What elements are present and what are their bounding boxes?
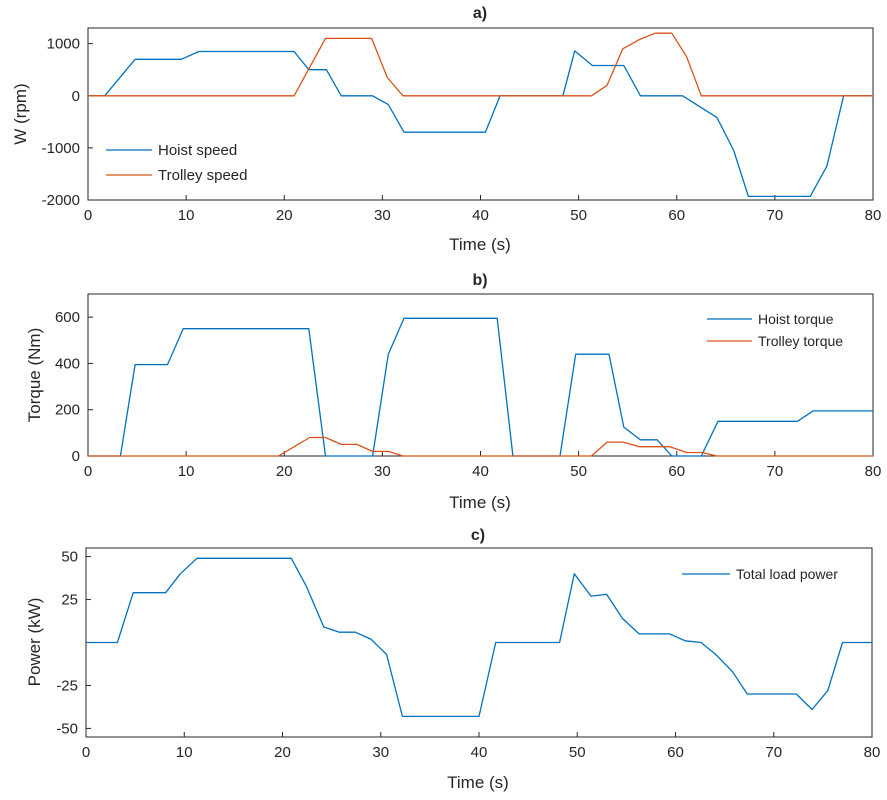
panel-c-series <box>86 557 872 718</box>
panel-b-ylabel: Torque (Nm) <box>25 328 44 422</box>
panel-b-xlabel: Time (s) <box>449 493 511 512</box>
panel-c-title: c) <box>471 527 485 544</box>
panel-c-ylabel: Power (kW) <box>25 598 44 687</box>
panel-a-ticks: 0 10 20 30 40 50 60 70 80 -2000 -1000 0 1000 <box>42 36 882 224</box>
panel-a: a) 0 10 20 30 40 50 60 70 80 -2000 -1000 0 1000 Time… <box>11 5 881 254</box>
panel-a-xtick-label: 30 <box>374 207 391 224</box>
legend-label-trolley-speed: Trolley speed <box>158 167 248 184</box>
panel-a-xtick-label: 10 <box>178 207 195 224</box>
panel-c-xtick-label: 40 <box>471 744 488 761</box>
panel-c-xtick-label: 60 <box>667 744 684 761</box>
panel-c-series-total-load-power <box>86 557 872 718</box>
legend-label-trolley-torque: Trolley torque <box>758 333 843 349</box>
panel-a-title: a) <box>473 5 487 22</box>
panel-b-xtick-label: 50 <box>570 463 587 480</box>
panel-b-xtick-label: 70 <box>767 463 784 480</box>
panel-b-xtick-label: 20 <box>276 463 293 480</box>
panel-b-xtick-label: 40 <box>472 463 489 480</box>
panel-a-xtick-label: 60 <box>668 207 685 224</box>
panel-c-ytick-label: -50 <box>56 720 78 737</box>
panel-b-xtick-label: 0 <box>84 463 92 480</box>
panel-c-ytick-label: -25 <box>56 677 78 694</box>
panel-b-series-hoist-torque <box>88 317 873 457</box>
panel-a-xtick-label: 70 <box>767 207 784 224</box>
panel-c-xlabel: Time (s) <box>447 773 509 792</box>
panel-b-xtick-label: 60 <box>668 463 685 480</box>
panel-b-series-trolley-torque <box>88 436 873 457</box>
panel-c-xtick-label: 0 <box>82 744 90 761</box>
panel-a-ytick-label: -1000 <box>42 140 80 157</box>
panel-b-legend: Hoist torque Trolley torque <box>707 311 843 349</box>
panel-b-xtick-label: 80 <box>865 463 882 480</box>
panel-b-ytick-label: 400 <box>55 355 80 372</box>
panel-b-ticks: 0 10 20 30 40 50 60 70 80 0 200 400 600 <box>55 309 881 480</box>
panel-a-ytick-label: 0 <box>72 88 80 105</box>
panel-b-title: b) <box>472 272 487 289</box>
panel-b-xtick-label: 30 <box>374 463 391 480</box>
panel-a-xlabel: Time (s) <box>449 235 511 254</box>
panel-a-ylabel: W (rpm) <box>11 83 30 144</box>
panel-a-ytick-label: -2000 <box>42 192 80 209</box>
panel-b-series <box>88 317 873 457</box>
panel-c-xtick-label: 70 <box>765 744 782 761</box>
legend-label-hoist-speed: Hoist speed <box>158 142 237 159</box>
panel-c-ytick-label: 50 <box>61 549 78 566</box>
panel-a-xtick-label: 20 <box>276 207 293 224</box>
legend-label-hoist-torque: Hoist torque <box>758 311 834 327</box>
panel-c-ticks: 0 10 20 30 40 50 60 70 80 -50 -25 25 50 <box>56 549 880 761</box>
panel-a-legend: Hoist speed Trolley speed <box>106 142 248 184</box>
legend-label-total-load-power: Total load power <box>736 566 838 582</box>
panel-c-xtick-label: 10 <box>176 744 193 761</box>
panel-a-ytick-label: 1000 <box>47 36 80 53</box>
panel-c-xtick-label: 50 <box>569 744 586 761</box>
panel-b-ytick-label: 600 <box>55 309 80 326</box>
panel-b-xtick-label: 10 <box>178 463 195 480</box>
panel-c-xtick-label: 80 <box>864 744 881 761</box>
panel-c-ytick-label: 25 <box>61 592 78 609</box>
panel-a-xtick-label: 50 <box>570 207 587 224</box>
panel-c-legend: Total load power <box>682 566 838 582</box>
panel-b-ytick-label: 200 <box>55 402 80 419</box>
panel-a-xtick-label: 40 <box>472 207 489 224</box>
panel-b-ytick-label: 0 <box>72 448 80 465</box>
panel-c-xtick-label: 30 <box>372 744 389 761</box>
panel-a-series-trolley-speed <box>88 32 873 97</box>
panel-a-series <box>88 32 873 198</box>
panel-a-xtick-label: 80 <box>865 207 882 224</box>
panel-a-xtick-label: 0 <box>84 207 92 224</box>
panel-c-xtick-label: 20 <box>274 744 291 761</box>
